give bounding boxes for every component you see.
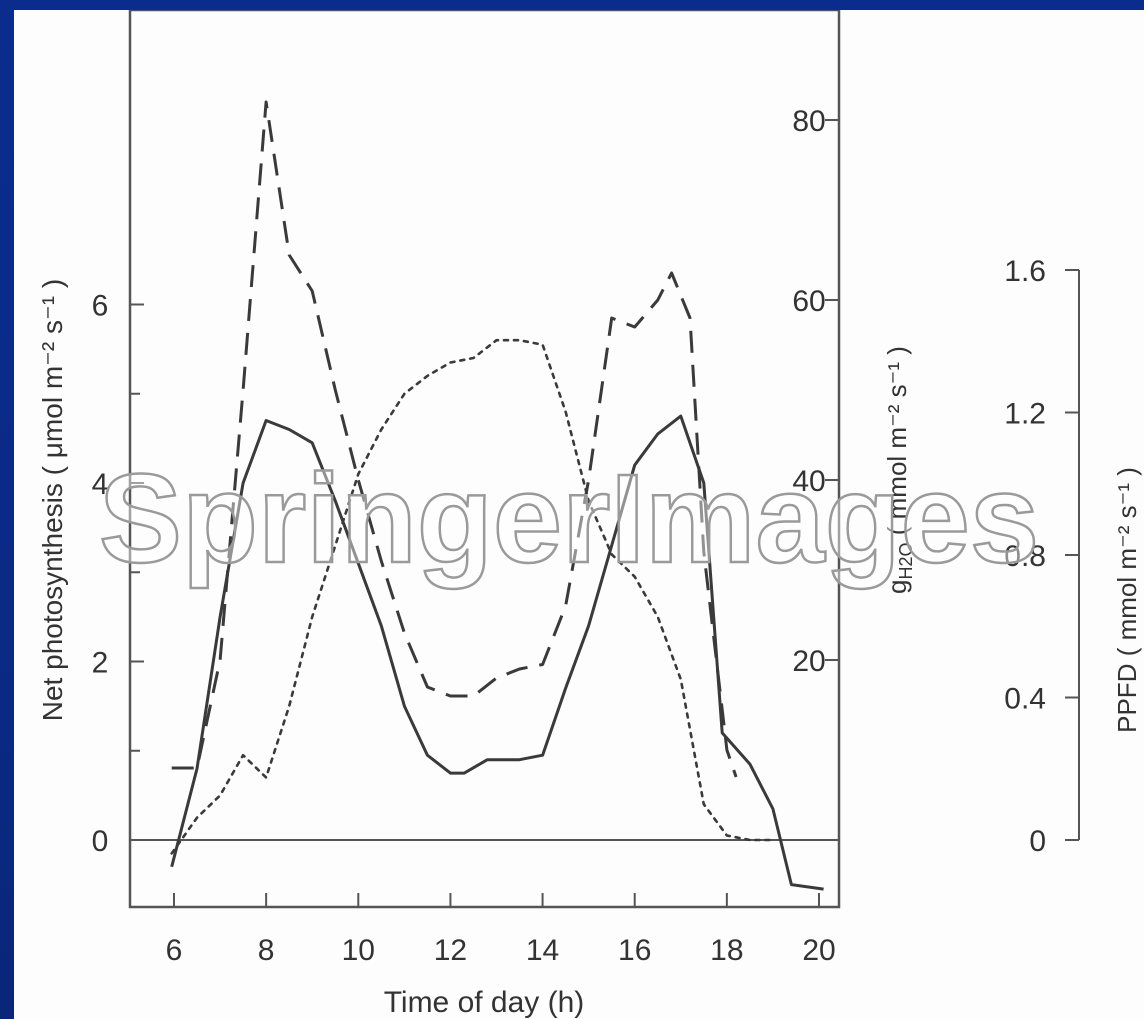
x-tick-label: 12 [434,934,467,967]
left-tick-label: 4 [92,468,109,501]
right2-tick-label: 1.6 [1004,255,1046,288]
right1-axis-label: gH2O ( mmol m⁻² s⁻¹ ) [882,346,916,594]
right2-tick-label: 1.2 [1004,398,1046,431]
right1-tick-label: 60 [792,285,825,318]
slide-panel: 6 8 10 12 14 16 18 20 Time of day (h) 0 2 4 6 Net pho… [14,10,1144,1019]
x-tick-label: 10 [342,934,375,967]
right2-tick-label: 0.8 [1004,540,1046,573]
right1-tick-label: 80 [792,105,825,138]
right1-tick-label: 20 [792,645,825,678]
series-line-solid [170,414,824,891]
right2-axis-label: PPFD ( mmol m⁻² s⁻¹ ) [1112,467,1142,733]
left-axis-label: Net photosynthesis ( μmol m⁻² s⁻¹ ) [37,279,68,721]
right2-tick-label: 0.4 [1004,683,1046,716]
watermark-text: SpringerImages [99,448,1039,589]
plot-frame [128,10,841,909]
left-tick-label: 0 [92,825,109,858]
x-tick-label: 20 [802,934,835,967]
x-tick-label: 16 [618,934,651,967]
right2-tick-label: 0 [1029,825,1046,858]
series-line-dashed [171,100,738,778]
left-tick-label: 6 [92,290,109,323]
x-tick-label: 8 [258,934,275,967]
x-tick-label: 18 [710,934,743,967]
right1-tick-label: 40 [792,465,825,498]
x-tick-label: 14 [526,934,559,967]
series-line-dotted [170,338,775,855]
x-axis-label: Time of day (h) [384,986,585,1019]
chart: 6 8 10 12 14 16 18 20 Time of day (h) 0 2 4 6 Net pho… [37,10,1142,1019]
left-tick-label: 2 [92,647,109,680]
x-tick-label: 6 [166,934,183,967]
